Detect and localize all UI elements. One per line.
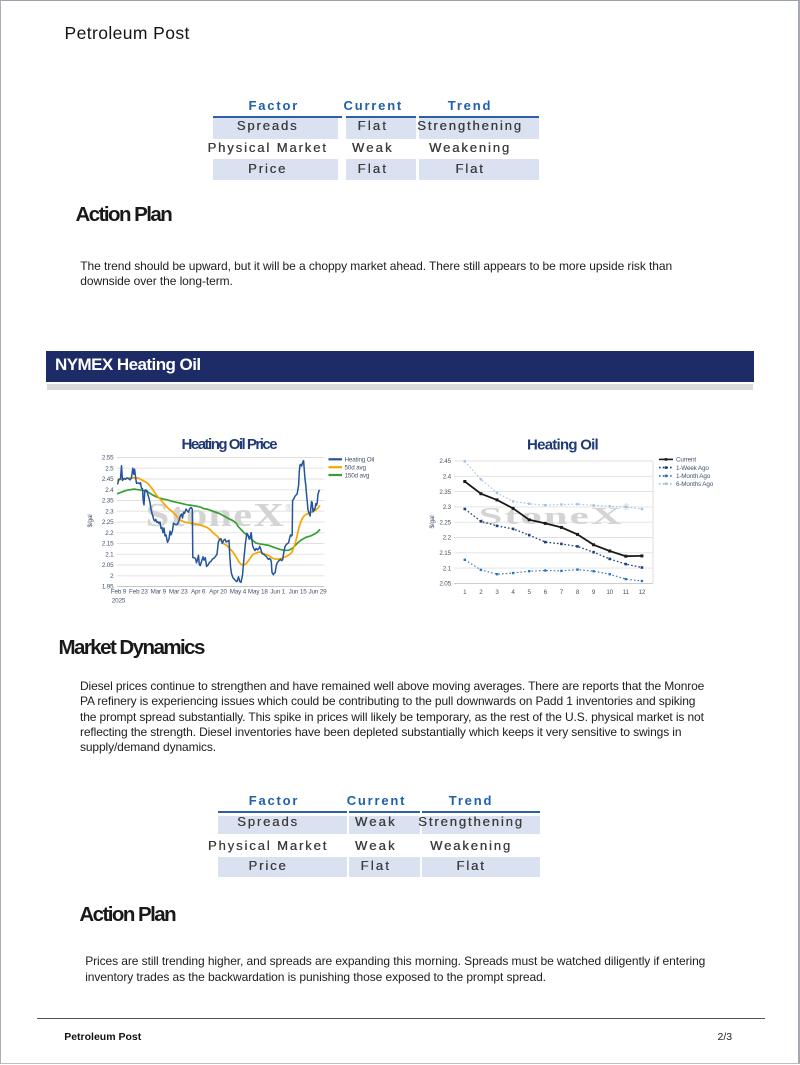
svg-text:®: ® xyxy=(285,503,293,514)
svg-text:2.15: 2.15 xyxy=(102,541,114,548)
svg-text:2.05: 2.05 xyxy=(439,581,451,588)
svg-text:9: 9 xyxy=(592,589,596,596)
svg-text:2.35: 2.35 xyxy=(439,489,451,496)
svg-text:Jun 1: Jun 1 xyxy=(270,589,285,596)
svg-text:2.45: 2.45 xyxy=(439,458,451,465)
svg-text:2.4: 2.4 xyxy=(105,487,114,494)
svg-text:2.3: 2.3 xyxy=(105,509,114,516)
svg-text:3: 3 xyxy=(495,589,499,596)
svg-text:Current: Current xyxy=(676,457,696,464)
svg-text:2.3: 2.3 xyxy=(443,504,452,511)
svg-text:2.1: 2.1 xyxy=(105,552,114,559)
svg-text:10: 10 xyxy=(606,589,613,596)
svg-text:2: 2 xyxy=(479,589,483,596)
svg-text:50d avg: 50d avg xyxy=(345,465,367,472)
svg-text:6-Months Ago: 6-Months Ago xyxy=(676,481,714,488)
svg-text:Apr 6: Apr 6 xyxy=(191,589,206,596)
svg-text:Heating Oil: Heating Oil xyxy=(345,457,375,464)
svg-text:150d avg: 150d avg xyxy=(345,472,370,479)
svg-text:Feb 23: Feb 23 xyxy=(129,589,148,596)
svg-text:2.2: 2.2 xyxy=(443,535,452,542)
svg-text:Mar 23: Mar 23 xyxy=(169,589,188,596)
svg-text:2.15: 2.15 xyxy=(439,550,451,557)
svg-text:1.95: 1.95 xyxy=(102,584,114,591)
svg-text:2.25: 2.25 xyxy=(102,519,114,526)
svg-text:2.5: 2.5 xyxy=(105,465,114,472)
svg-text:2.05: 2.05 xyxy=(102,562,114,569)
svg-text:$/gal: $/gal xyxy=(429,516,436,529)
svg-text:Apr 20: Apr 20 xyxy=(209,589,227,596)
svg-text:2.2: 2.2 xyxy=(105,530,114,537)
svg-text:2.25: 2.25 xyxy=(439,519,451,526)
svg-text:StoneX: StoneX xyxy=(146,497,286,534)
svg-text:4: 4 xyxy=(511,589,515,596)
svg-text:6: 6 xyxy=(544,589,548,596)
svg-text:Feb 9: Feb 9 xyxy=(111,589,127,596)
svg-text:2.45: 2.45 xyxy=(102,476,114,483)
svg-text:5: 5 xyxy=(528,589,532,596)
svg-text:2025: 2025 xyxy=(112,598,126,605)
svg-text:2.35: 2.35 xyxy=(102,498,114,505)
svg-text:8: 8 xyxy=(576,589,580,596)
svg-text:1: 1 xyxy=(463,589,467,596)
svg-text:7: 7 xyxy=(560,589,564,596)
svg-text:1-Week Ago: 1-Week Ago xyxy=(676,465,709,472)
svg-text:2.1: 2.1 xyxy=(443,565,452,572)
svg-text:Jun 15: Jun 15 xyxy=(289,589,308,596)
svg-text:Mar 9: Mar 9 xyxy=(151,589,167,596)
svg-text:2: 2 xyxy=(110,573,114,580)
svg-text:$/gal: $/gal xyxy=(87,515,94,528)
svg-text:11: 11 xyxy=(623,589,630,596)
svg-text:1-Month Ago: 1-Month Ago xyxy=(676,473,711,480)
svg-text:12: 12 xyxy=(639,589,646,596)
svg-text:May 18: May 18 xyxy=(248,589,268,596)
svg-text:Heating Oil Price: Heating Oil Price xyxy=(182,436,278,453)
svg-text:Heating Oil: Heating Oil xyxy=(527,436,599,453)
svg-text:2.55: 2.55 xyxy=(102,455,114,462)
svg-text:Jun 29: Jun 29 xyxy=(308,589,327,596)
svg-text:May 4: May 4 xyxy=(230,589,247,596)
svg-text:2.4: 2.4 xyxy=(443,474,452,481)
